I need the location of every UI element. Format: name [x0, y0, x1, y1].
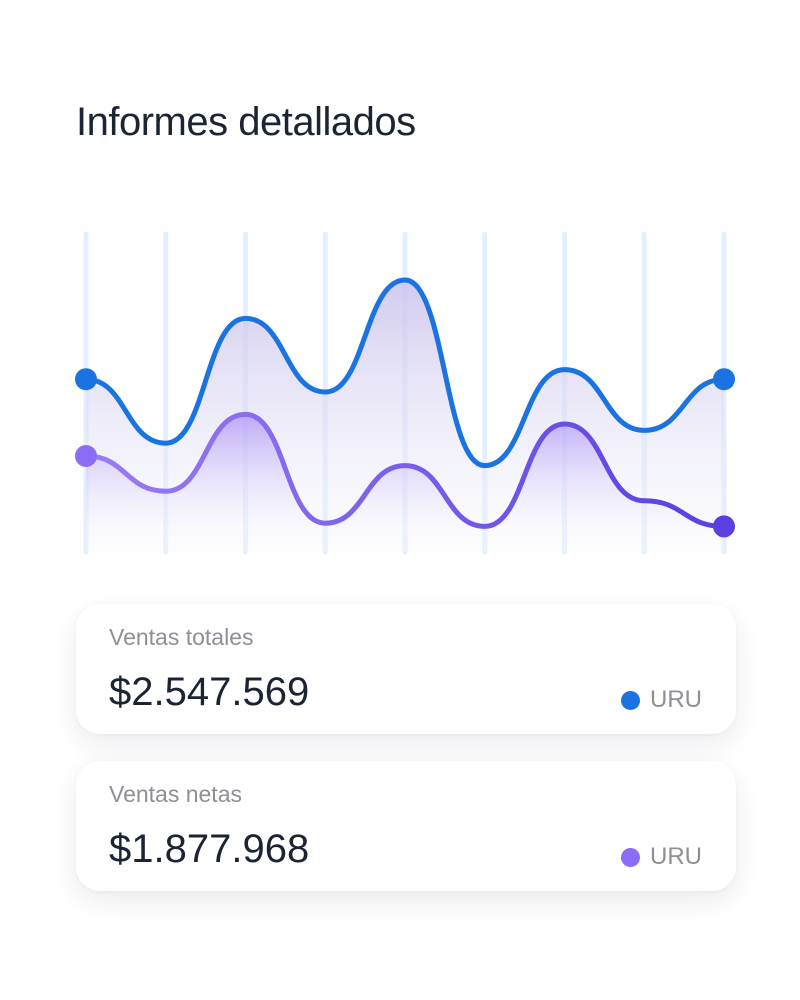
- net-sales-label: Ventas netas: [109, 781, 242, 807]
- total-sales-value: $2.547.569: [109, 670, 310, 714]
- legend-dot-icon: [621, 847, 640, 867]
- net-sales-value: $1.877.968: [109, 827, 310, 871]
- net-sales-card: Ventas netas $1.877.968 URU: [76, 761, 736, 891]
- series-1-point: [713, 368, 735, 391]
- legend-dot-icon: [621, 690, 640, 710]
- total-sales-legend: URU: [621, 686, 702, 714]
- page-title: Informes detallados: [76, 100, 416, 144]
- currency-label: URU: [650, 843, 702, 870]
- series-2-point: [713, 515, 735, 538]
- sales-line-chart: [75, 231, 735, 555]
- series-2-point: [75, 445, 97, 467]
- total-sales-label: Ventas totales: [109, 624, 254, 650]
- net-sales-legend: URU: [621, 843, 702, 871]
- series-1-point: [75, 368, 97, 391]
- series-2-area: [86, 414, 724, 552]
- series-2-line: [83, 411, 727, 529]
- total-sales-card: Ventas totales $2.547.569 URU: [76, 604, 736, 734]
- series-1-line: [83, 277, 727, 469]
- currency-label: URU: [650, 686, 702, 713]
